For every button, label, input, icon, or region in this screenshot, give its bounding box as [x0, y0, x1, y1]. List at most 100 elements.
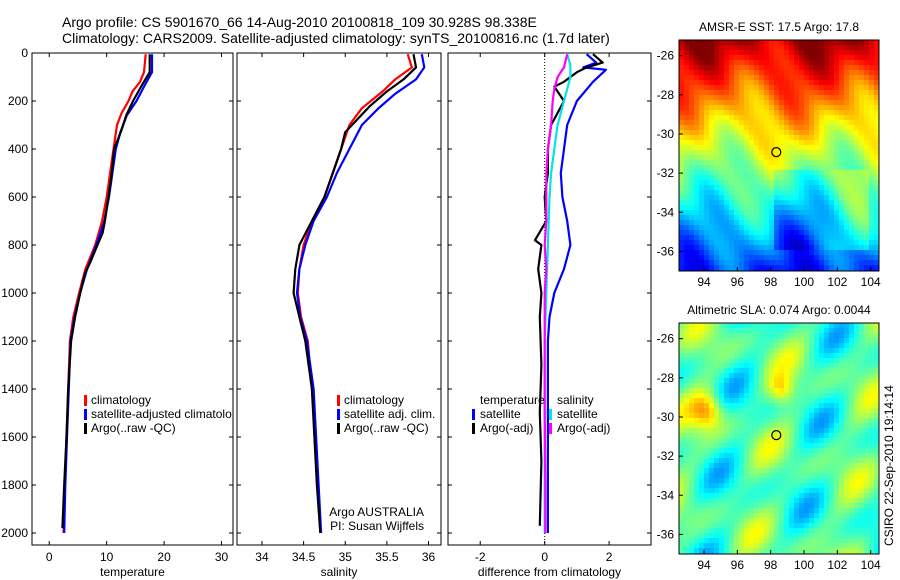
heatmap-cell: [684, 423, 689, 428]
heatmap-cell: [754, 483, 759, 488]
heatmap-cell: [709, 368, 714, 373]
heatmap-cell: [809, 443, 814, 448]
heatmap-cell: [769, 493, 774, 498]
heatmap-cell: [844, 255, 849, 260]
heatmap-cell: [769, 533, 774, 538]
heatmap-cell: [854, 473, 859, 478]
heatmap-cell: [794, 75, 799, 80]
heatmap-cell: [689, 323, 694, 328]
heatmap-cell: [719, 250, 724, 255]
heatmap-cell: [844, 498, 849, 503]
heatmap-cell: [849, 100, 854, 105]
heatmap-cell: [749, 250, 754, 255]
heatmap-cell: [804, 533, 809, 538]
heatmap-cell: [699, 250, 704, 255]
heatmap-cell: [864, 100, 869, 105]
heatmap-cell: [769, 458, 774, 463]
y-tick-label: 1000: [1, 286, 28, 300]
heatmap-cell: [739, 418, 744, 423]
heatmap-cell: [839, 513, 844, 518]
heatmap-cell: [749, 538, 754, 543]
heatmap-cell: [789, 80, 794, 85]
heatmap-cell: [719, 185, 724, 190]
heatmap-cell: [819, 50, 824, 55]
heatmap-cell: [749, 368, 754, 373]
heatmap-cell: [734, 260, 739, 265]
heatmap-cell: [734, 383, 739, 388]
heatmap-cell: [709, 185, 714, 190]
heatmap-cell: [754, 528, 759, 533]
heatmap-cell: [814, 548, 819, 553]
heatmap-cell: [714, 493, 719, 498]
heatmap-cell: [814, 250, 819, 255]
heatmap-cell: [854, 155, 859, 160]
heatmap-cell: [694, 235, 699, 240]
heatmap-cell: [779, 383, 784, 388]
heatmap-cell: [734, 508, 739, 513]
heatmap-cell: [729, 260, 734, 265]
heatmap-cell: [779, 45, 784, 50]
heatmap-cell: [729, 493, 734, 498]
heatmap-cell: [709, 195, 714, 200]
heatmap-cell: [819, 175, 824, 180]
heatmap-cell: [729, 165, 734, 170]
heatmap-cell: [874, 538, 879, 543]
heatmap-cell: [814, 363, 819, 368]
heatmap-cell: [824, 488, 829, 493]
heatmap-cell: [714, 110, 719, 115]
heatmap-cell: [854, 523, 859, 528]
heatmap-cell: [734, 240, 739, 245]
heatmap-cell: [824, 528, 829, 533]
heatmap-cell: [849, 205, 854, 210]
heatmap-cell: [859, 230, 864, 235]
heatmap-cell: [774, 538, 779, 543]
heatmap-cell: [809, 120, 814, 125]
heatmap-cell: [749, 353, 754, 358]
heatmap-cell: [799, 170, 804, 175]
heatmap-cell: [689, 190, 694, 195]
heatmap-cell: [709, 363, 714, 368]
heatmap-cell: [849, 408, 854, 413]
heatmap-cell: [849, 378, 854, 383]
heatmap-cell: [759, 75, 764, 80]
heatmap-cell: [784, 538, 789, 543]
heatmap-cell: [824, 533, 829, 538]
heatmap-cell: [804, 115, 809, 120]
heatmap-cell: [849, 348, 854, 353]
heatmap-cell: [759, 60, 764, 65]
heatmap-cell: [849, 418, 854, 423]
heatmap-cell: [764, 393, 769, 398]
heatmap-cell: [784, 205, 789, 210]
heatmap-cell: [714, 483, 719, 488]
heatmap-cell: [699, 488, 704, 493]
heatmap-cell: [769, 378, 774, 383]
heatmap-cell: [724, 225, 729, 230]
heatmap-cell: [769, 338, 774, 343]
heatmap-cell: [854, 528, 859, 533]
heatmap-cell: [699, 413, 704, 418]
x-tick-label: 34: [255, 550, 269, 564]
heatmap-cell: [719, 448, 724, 453]
heatmap-cell: [874, 115, 879, 120]
heatmap-cell: [694, 140, 699, 145]
heatmap-cell: [734, 230, 739, 235]
heatmap-cell: [839, 503, 844, 508]
heatmap-cell: [809, 453, 814, 458]
heatmap-cell: [834, 363, 839, 368]
heatmap-cell: [709, 548, 714, 553]
heatmap-cell: [784, 328, 789, 333]
heatmap-cell: [859, 488, 864, 493]
heatmap-cell: [864, 145, 869, 150]
heatmap-cell: [844, 463, 849, 468]
heatmap-cell: [799, 503, 804, 508]
heatmap-cell: [699, 100, 704, 105]
legend-swatch: [549, 409, 552, 420]
heatmap-cell: [734, 523, 739, 528]
heatmap-cell: [854, 60, 859, 65]
heatmap-cell: [874, 200, 879, 205]
heatmap-cell: [869, 523, 874, 528]
heatmap-cell: [804, 328, 809, 333]
heatmap-cell: [679, 200, 684, 205]
heatmap-cell: [739, 230, 744, 235]
